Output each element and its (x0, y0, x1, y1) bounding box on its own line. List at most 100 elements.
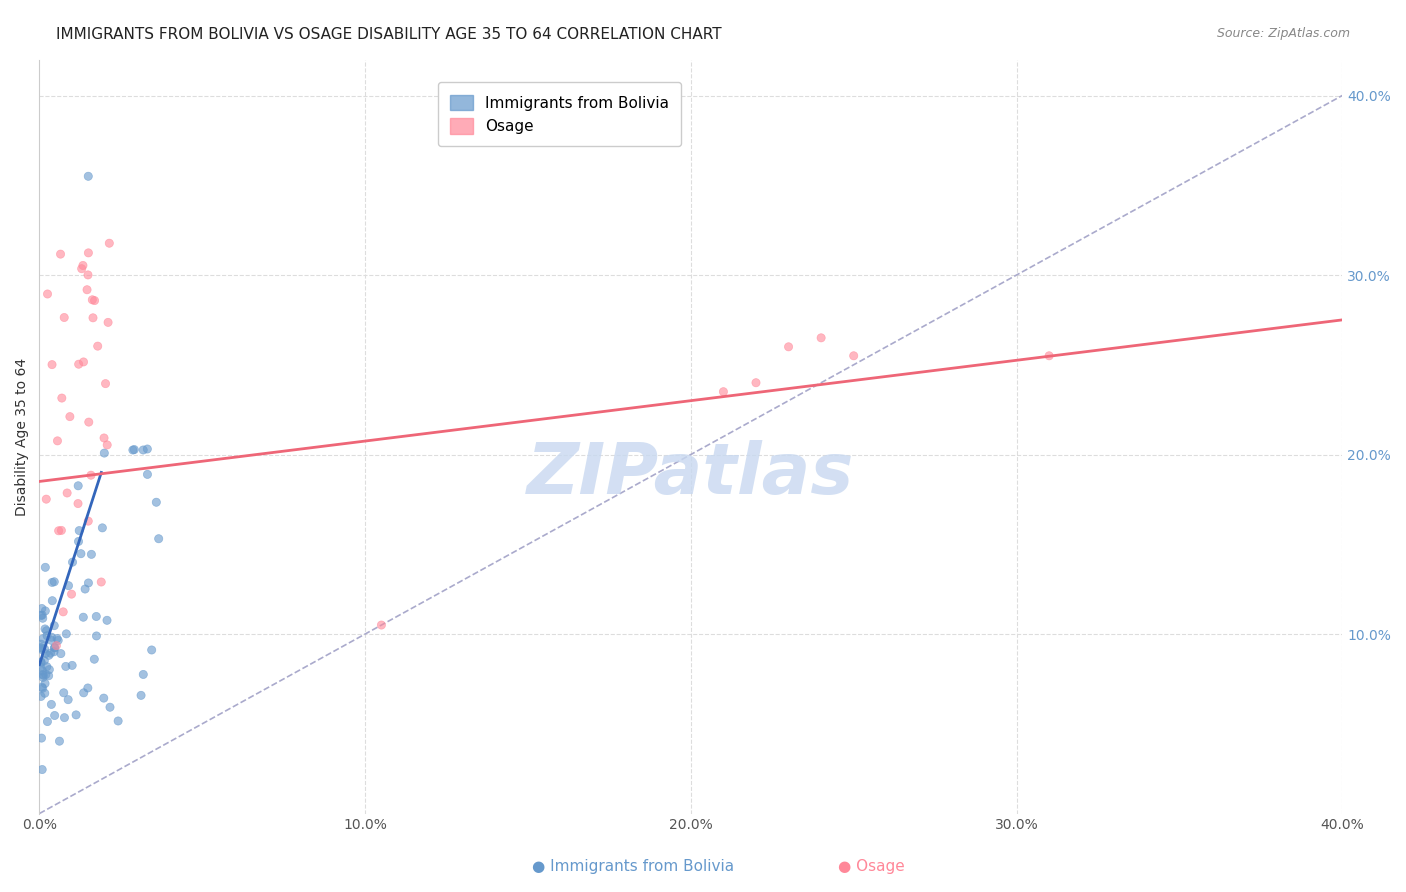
Point (77, 268, 100, 282)
Point (145, 495, 167, 509)
Point (46, 632, 69, 646)
Point (31, 681, 53, 696)
Point (77, 576, 100, 591)
Point (44, 640, 66, 655)
Point (59, 409, 82, 424)
Point (80, 547, 103, 561)
Point (35, 629, 58, 643)
Point (77, 514, 100, 528)
Point (35, 667, 58, 681)
Point (58, 579, 80, 593)
Point (30, 641, 52, 656)
Point (46, 434, 69, 448)
Point (34, 622, 56, 636)
Point (136, 442, 159, 456)
Point (80, 468, 103, 483)
Point (38, 663, 60, 677)
Text: IMMIGRANTS FROM BOLIVIA VS OSAGE DISABILITY AGE 35 TO 64 CORRELATION CHART: IMMIGRANTS FROM BOLIVIA VS OSAGE DISABIL… (56, 27, 721, 42)
Point (46, 633, 69, 648)
Point (32, 670, 55, 684)
Point (97, 315, 120, 329)
Point (93, 446, 115, 460)
Point (53, 711, 76, 725)
Point (98, 700, 121, 714)
Point (55, 659, 77, 673)
Point (38, 669, 60, 683)
Point (34, 604, 56, 618)
Point (55, 627, 77, 641)
Point (44, 640, 66, 655)
Point (842, 349, 865, 363)
Point (39, 646, 62, 660)
Point (44, 708, 66, 723)
Point (41, 358, 63, 372)
Point (67, 524, 90, 538)
Point (70, 547, 93, 561)
Point (713, 384, 735, 399)
Point (107, 714, 129, 728)
Point (31, 608, 53, 623)
Point (30, 656, 52, 670)
Point (32, 632, 55, 646)
Point (52, 686, 75, 700)
Point (72, 610, 94, 624)
Point (38, 648, 60, 663)
Point (34, 560, 56, 574)
Point (37, 287, 59, 301)
Point (39, 633, 62, 648)
Point (93, 431, 115, 445)
Point (34, 676, 56, 690)
Point (1038, 349, 1060, 363)
Point (41, 698, 63, 712)
Point (77, 245, 100, 260)
Point (96, 438, 118, 452)
Point (44, 574, 66, 589)
Point (35, 492, 58, 507)
Point (70, 261, 93, 276)
Point (93, 691, 115, 706)
Point (51, 391, 73, 405)
Point (67, 357, 90, 371)
Point (31, 731, 53, 745)
Point (31, 601, 53, 615)
Point (41, 593, 63, 607)
Point (136, 467, 159, 482)
Point (73, 686, 96, 700)
Point (810, 331, 832, 345)
Point (75, 582, 97, 596)
Point (48, 524, 70, 538)
Text: Source: ZipAtlas.com: Source: ZipAtlas.com (1216, 27, 1350, 40)
Point (49, 247, 72, 261)
Text: R = 0.372   N = 92: R = 0.372 N = 92 (450, 96, 606, 112)
Point (35, 624, 58, 638)
Text: ● Immigrants from Bolivia: ● Immigrants from Bolivia (531, 859, 734, 874)
Point (148, 532, 170, 546)
Point (76, 681, 98, 695)
Point (122, 443, 145, 458)
Point (53, 310, 76, 325)
Point (91, 521, 114, 535)
Point (31, 667, 53, 681)
Y-axis label: Disability Age 35 to 64: Disability Age 35 to 64 (15, 358, 30, 516)
Point (72, 259, 94, 273)
Point (30, 608, 52, 623)
Point (62, 555, 84, 569)
Point (124, 442, 146, 457)
Point (66, 497, 89, 511)
Point (132, 442, 155, 457)
Point (34, 641, 56, 656)
Point (48, 734, 70, 748)
Point (30, 690, 52, 704)
Point (76, 283, 98, 297)
Point (82, 310, 104, 325)
Text: ● Osage: ● Osage (838, 859, 905, 874)
Point (45, 639, 67, 653)
Point (96, 613, 118, 627)
Point (30, 640, 52, 655)
Point (37, 714, 59, 729)
Point (30, 660, 52, 674)
Point (35, 659, 58, 673)
Point (65, 707, 87, 722)
Point (56, 692, 79, 706)
Point (30, 655, 52, 669)
